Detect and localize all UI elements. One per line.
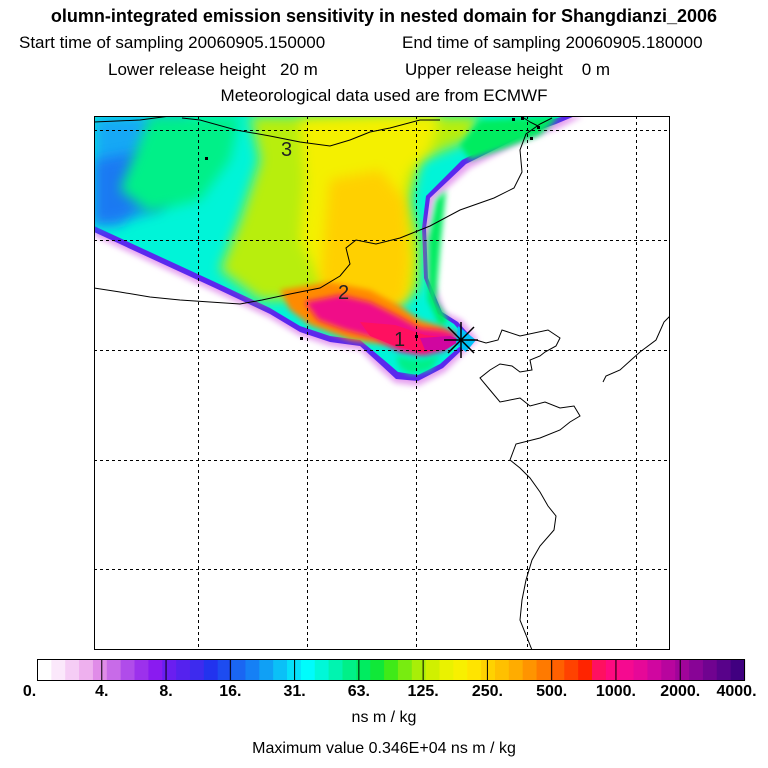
met-data-line: Meteorological data used are from ECMWF	[220, 86, 548, 105]
colorbar-cell	[730, 659, 746, 681]
colorbar-cell	[300, 659, 316, 681]
colorbar-cell	[203, 659, 219, 681]
colorbar-tick-label: 125.	[407, 683, 439, 700]
maximum-value-text: Maximum value 0.346E+04 ns m / kg	[252, 740, 516, 757]
colorbar-cell	[619, 659, 635, 681]
colorbar-tick-label: 1000.	[595, 683, 636, 700]
colorbar-cell	[550, 659, 565, 681]
colorbar-cell	[522, 659, 538, 681]
colorbar-cell	[564, 659, 579, 681]
colorbar-cell	[37, 659, 52, 681]
colorbar-cell	[689, 659, 704, 681]
colorbar-cell	[328, 659, 344, 681]
lower-release-value: 20 m	[280, 60, 318, 79]
colorbar-cell	[397, 659, 413, 681]
colorbar-major-ticks	[101, 659, 681, 681]
colorbar-cell	[647, 659, 662, 681]
colorbar-cell	[605, 659, 621, 681]
colorbar-cell	[162, 659, 177, 681]
colorbar-cell	[245, 659, 260, 681]
colorbar-cell	[370, 659, 385, 681]
colorbar-units: ns m / kg	[351, 709, 417, 726]
upper-release-label: Upper release height	[405, 60, 563, 79]
plot-title: olumn-integrated emission sensitivity in…	[50, 6, 718, 26]
colorbar-cells	[37, 659, 746, 681]
colorbar-cell	[384, 659, 399, 681]
colorbar-cell	[134, 659, 149, 681]
upper-release-group: Upper release height 0 m	[405, 60, 610, 80]
grid-lines	[94, 116, 670, 650]
colorbar-tick-label: 250.	[471, 683, 503, 700]
colorbar-cell	[273, 659, 288, 681]
colorbar-tick-label: 0.	[22, 683, 37, 700]
colorbar-cell	[536, 659, 552, 681]
colorbar-cell	[425, 659, 441, 681]
upper-release-value: 0 m	[581, 60, 611, 79]
colorbar-cell	[439, 659, 454, 681]
map-frame	[94, 116, 670, 650]
colorbar-tick-label: 2000.	[660, 683, 701, 700]
end-time-label: End time of sampling 20060905.180000	[402, 33, 703, 52]
colorbar-tick-label: 4.	[95, 683, 109, 700]
colorbar-tick-label: 31.	[283, 683, 306, 700]
colorbar-cell	[356, 659, 371, 681]
coastline-lines	[94, 116, 670, 650]
colorbar-cell	[592, 659, 607, 681]
colorbar-cell	[148, 659, 163, 681]
colorbar-cell	[467, 659, 482, 681]
colorbar-tick-label: 4000.	[716, 683, 757, 700]
colorbar-tick-label: 8.	[159, 683, 173, 700]
colorbar-cell	[702, 659, 718, 681]
colorbar-cell	[314, 659, 330, 681]
colorbar-cell	[633, 659, 649, 681]
colorbar-cell	[65, 659, 80, 681]
track-label-2: 2	[338, 282, 349, 304]
receptor-cross-icon	[444, 322, 478, 358]
colorbar-cell	[453, 659, 468, 681]
island-markers	[205, 117, 540, 340]
colorbar-cell	[92, 659, 108, 681]
colorbar-cell	[287, 659, 302, 681]
colorbar-cell	[661, 659, 676, 681]
colorbar-tick-label: 500.	[536, 683, 568, 700]
colorbar-cell	[217, 659, 233, 681]
colorbar-cell	[120, 659, 136, 681]
colorbar-cell	[176, 659, 191, 681]
emission-sensitivity-map: 1 2 3	[94, 116, 670, 650]
colorbar-cell	[342, 659, 357, 681]
colorbar-cell	[675, 659, 690, 681]
colorbar-tick-label: 16.	[219, 683, 242, 700]
colorbar-cell	[259, 659, 274, 681]
colorbar-cell	[411, 659, 427, 681]
lower-release-group: Lower release height 20 m	[108, 60, 318, 80]
track-label-1: 1	[394, 329, 405, 351]
colorbar-cell	[578, 659, 593, 681]
colorbar-cell	[51, 659, 66, 681]
colorbar-cell	[508, 659, 524, 681]
colorbar-cell	[231, 659, 247, 681]
colorbar-frame	[37, 659, 745, 681]
track-label-3: 3	[281, 139, 292, 161]
colorbar-cell	[481, 659, 496, 681]
colorbar-tick-label: 63.	[347, 683, 370, 700]
lower-release-label: Lower release height	[108, 60, 266, 79]
colorbar-cell	[106, 659, 122, 681]
colorbar-cell	[716, 659, 732, 681]
colorbar-cell	[189, 659, 205, 681]
colorbar-cell	[79, 659, 94, 681]
start-time-label: Start time of sampling 20060905.150000	[19, 33, 326, 52]
sensitivity-field	[94, 116, 583, 386]
colorbar-cell	[494, 659, 510, 681]
